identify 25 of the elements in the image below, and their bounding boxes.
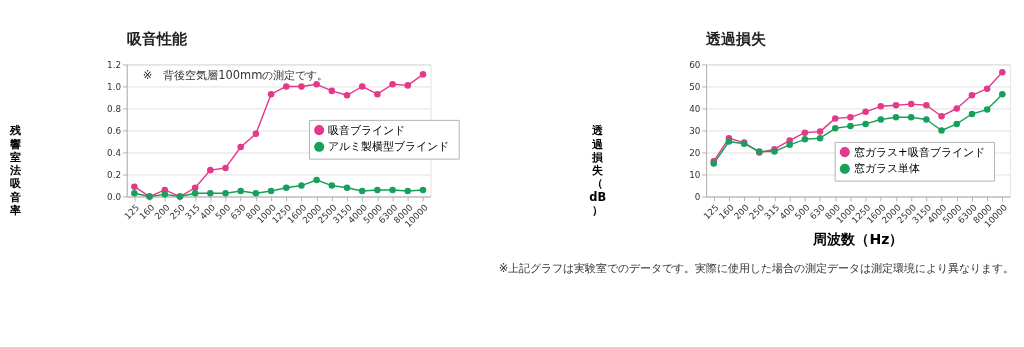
y-tick-label: 60 <box>689 59 701 70</box>
chart-title: 透過損失 <box>705 30 767 49</box>
legend-label: 窓ガラス単体 <box>854 161 921 176</box>
y-tick-label: 20 <box>689 147 701 158</box>
annotation: ※ 背後空気層100mmの測定です。 <box>142 67 329 82</box>
y-tick-label: 0.4 <box>107 147 122 158</box>
y-tick-label: 30 <box>689 125 701 136</box>
y-axis-title: 透過損失（dB） <box>589 123 607 217</box>
y-tick-label: 40 <box>689 103 701 114</box>
y-tick-label: 50 <box>689 81 701 92</box>
text: ※上記グラフは実験室でのデータです。実際に使用した場合の測定データは測定環境により異なります。 <box>498 261 1015 276</box>
y-axis-title: 残響室法吸音率 <box>8 123 22 217</box>
chart-title: 吸音性能 <box>126 30 188 49</box>
legend-label: 窓ガラス+吸音ブラインド <box>854 144 985 159</box>
y-tick-label: 0.2 <box>107 169 122 180</box>
y-tick-label: 1.0 <box>107 81 122 92</box>
legend-label: 吸音ブラインド <box>328 122 406 137</box>
legend-label: アルミ製横型ブラインド <box>328 139 450 154</box>
y-tick-label: 0.8 <box>107 103 122 114</box>
y-tick-label: 10 <box>689 169 701 180</box>
y-tick-label: 0.0 <box>107 191 122 202</box>
y-tick-label: 0.6 <box>107 125 122 136</box>
x-axis-title: 周波数（Hz） <box>812 231 904 248</box>
y-tick-label: 1.2 <box>107 59 122 70</box>
y-tick-label: 0 <box>694 191 701 202</box>
